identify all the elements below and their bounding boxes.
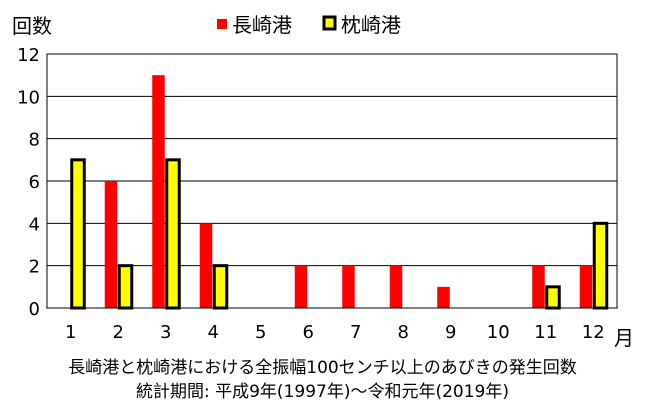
x-tick-label: 4 [208, 322, 219, 343]
bar-nagasaki-3 [152, 75, 165, 309]
plot-frame [46, 53, 618, 309]
x-tick-label: 12 [582, 322, 605, 343]
y-tick-label: 2 [29, 257, 40, 278]
bar-nagasaki-8 [389, 265, 403, 308]
x-tick-label: 6 [303, 322, 314, 343]
bar-makurazaki-11 [545, 285, 561, 310]
y-tick-label: 12 [17, 45, 40, 66]
x-tick-label: 10 [487, 322, 510, 343]
caption-period: 統計期間: 平成9年(1997年)～令和元年(2019年) [135, 382, 509, 402]
caption-title: 長崎港と枕崎港における全振幅100センチ以上のあびきの発生回数 [68, 358, 577, 378]
x-tick-label: 7 [350, 322, 361, 343]
x-tick-label: 9 [445, 322, 456, 343]
x-tick-label: 11 [534, 322, 557, 343]
x-tick-label: 8 [398, 322, 409, 343]
bar-nagasaki-7 [342, 265, 355, 308]
y-tick-label: 6 [29, 172, 40, 193]
y-tick-label: 0 [29, 299, 40, 320]
y-axis-label: 回数 [12, 14, 52, 38]
bar-makurazaki-12 [592, 221, 609, 310]
x-tick-label: 3 [160, 322, 171, 343]
x-tick-label: 1 [65, 322, 76, 343]
bar-nagasaki-2 [104, 181, 118, 308]
bar-nagasaki-11 [532, 265, 545, 308]
x-tick-label: 5 [255, 322, 266, 343]
x-tick-labels: 1 2 3 4 5 6 7 8 9 10 11 12 [65, 322, 605, 343]
bar-makurazaki-3 [165, 158, 181, 310]
bar-makurazaki-1 [70, 158, 86, 310]
x-axis-label: 月 [614, 326, 634, 350]
y-tick-label: 8 [29, 130, 40, 151]
y-tick-label: 4 [29, 214, 40, 235]
y-tick-labels: 0 2 4 6 8 10 12 [17, 45, 40, 320]
legend-swatch-nagasaki [217, 19, 227, 29]
x-tick-label: 2 [113, 322, 124, 343]
legend: 長崎港 枕崎港 [217, 13, 401, 37]
bar-nagasaki-9 [437, 286, 450, 308]
bar-nagasaki-4 [199, 223, 213, 308]
bars [70, 75, 609, 310]
legend-label-nagasaki: 長崎港 [232, 13, 292, 37]
y-tick-label: 10 [17, 87, 40, 108]
legend-label-makurazaki: 枕崎港 [341, 13, 401, 37]
bar-makurazaki-4 [212, 264, 229, 310]
bar-nagasaki-6 [294, 265, 308, 308]
bar-nagasaki-12 [579, 265, 593, 308]
bar-makurazaki-2 [117, 264, 134, 310]
legend-swatch-makurazaki [322, 15, 337, 31]
